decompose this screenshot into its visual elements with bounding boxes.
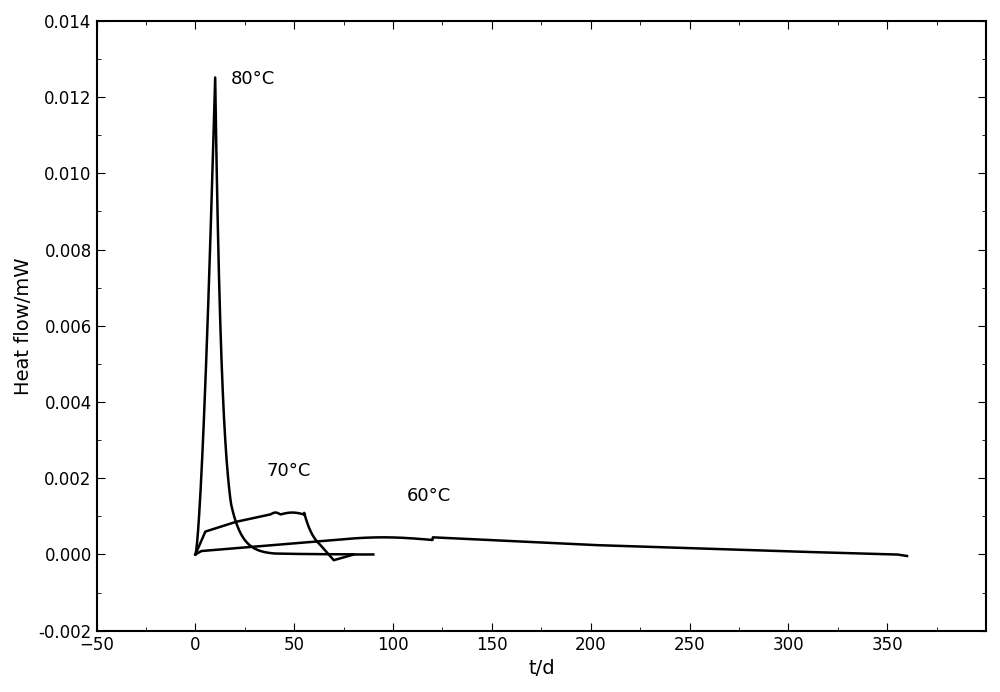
Text: 80°C: 80°C	[231, 70, 275, 88]
Text: 70°C: 70°C	[267, 462, 311, 480]
X-axis label: t/d: t/d	[528, 659, 555, 678]
Text: 60°C: 60°C	[407, 487, 451, 505]
Y-axis label: Heat flow/mW: Heat flow/mW	[14, 257, 33, 394]
